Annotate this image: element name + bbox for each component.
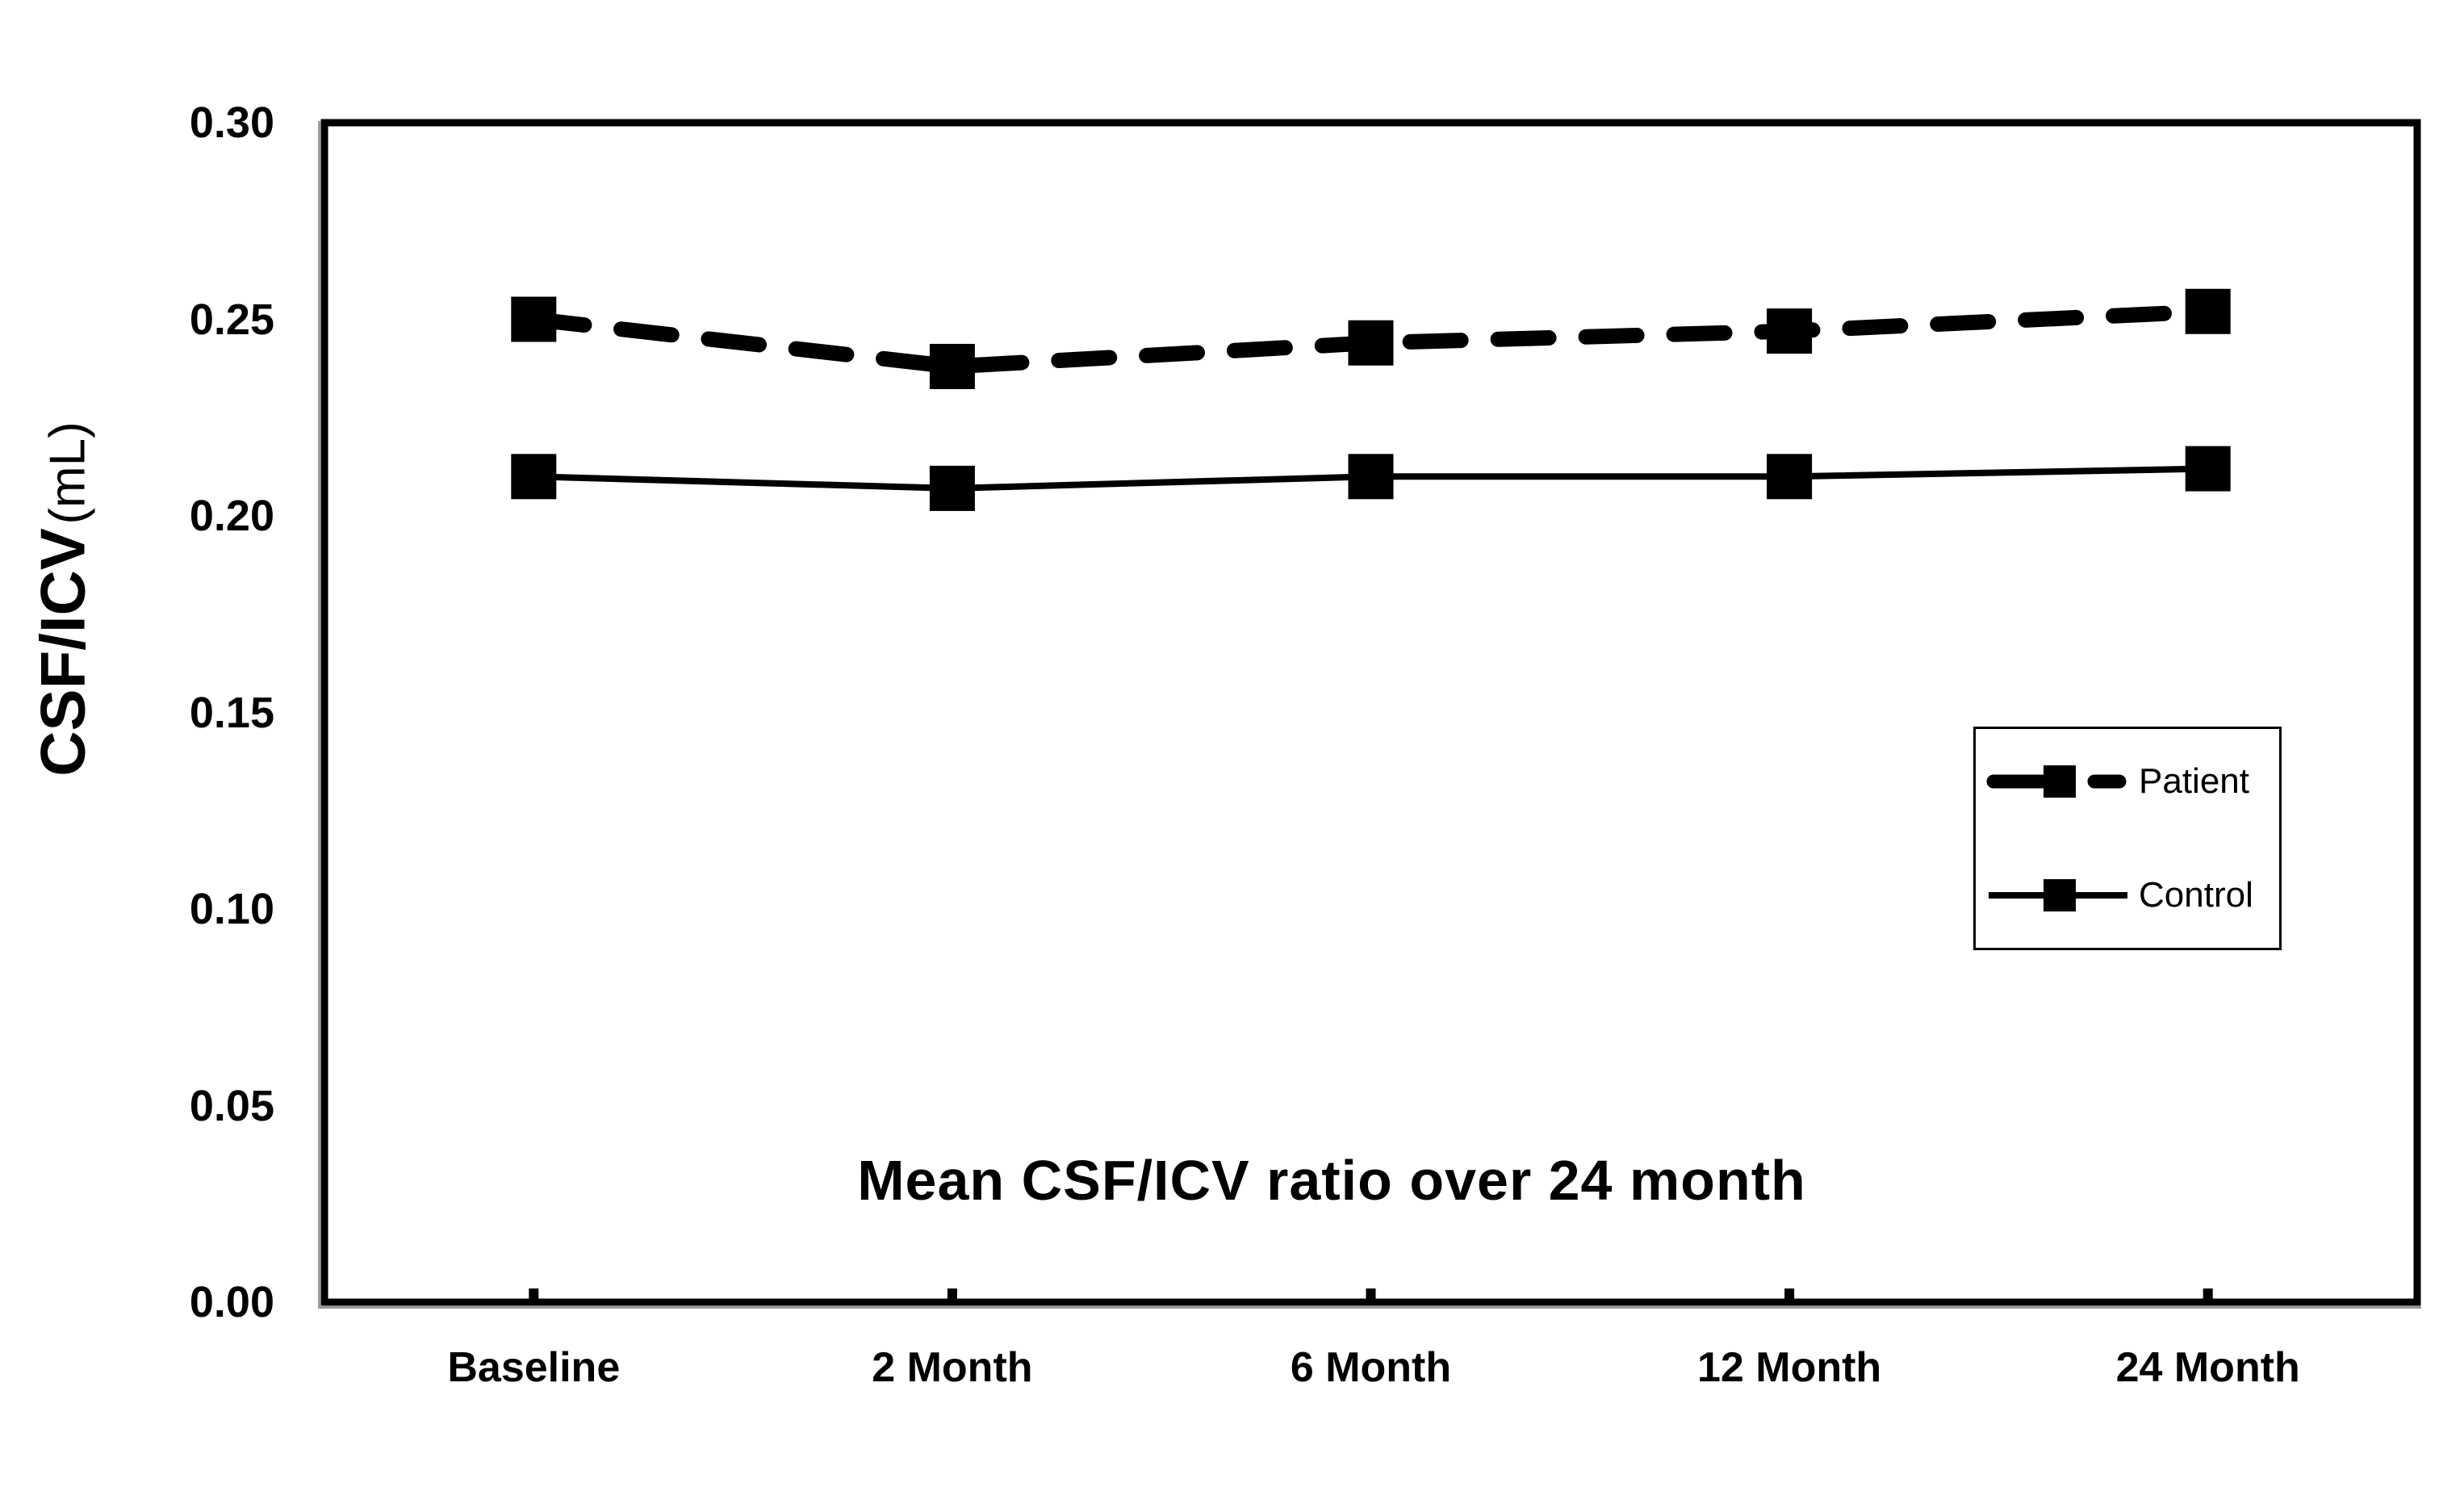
- data-point-patient-3: [1767, 308, 1813, 354]
- legend-item-control: Control: [1985, 875, 2274, 915]
- x-axis-tick-mark: [2203, 1288, 2213, 1301]
- legend-marker-control: [2044, 879, 2076, 911]
- data-point-control-4: [2185, 446, 2231, 492]
- data-point-control-2: [1348, 454, 1394, 500]
- x-tick-label: 6 Month: [1290, 1344, 1452, 1391]
- x-axis-tick-mark: [529, 1288, 539, 1301]
- data-point-patient-2: [1348, 320, 1394, 366]
- chart-title: Mean CSF/ICV ratio over 24 month: [857, 1149, 1806, 1212]
- legend: Patient Control: [1973, 727, 2282, 950]
- data-point-control-3: [1767, 454, 1813, 500]
- y-tick-label: 0.15: [189, 688, 274, 737]
- data-point-patient-1: [929, 343, 975, 389]
- legend-item-patient: Patient: [1985, 761, 2274, 801]
- x-axis-tick-mark: [947, 1288, 957, 1301]
- y-tick-label: 0.30: [189, 98, 274, 147]
- y-axis-title: CSF/ICV (mL): [27, 421, 100, 777]
- y-axis-title-text: CSF/ICV: [27, 528, 98, 777]
- x-axis-tick-mark: [1366, 1288, 1376, 1301]
- y-tick-label: 0.20: [189, 492, 274, 540]
- data-point-control-0: [511, 454, 557, 500]
- data-point-control-1: [929, 465, 975, 511]
- data-point-patient-4: [2185, 288, 2231, 334]
- legend-line-sample-patient: [1986, 765, 2127, 798]
- x-axis-tick-mark: [1784, 1288, 1795, 1301]
- y-tick-label: 0.05: [189, 1081, 274, 1130]
- legend-line-sample-control: [1989, 879, 2127, 911]
- plot-frame: [320, 119, 2421, 1306]
- x-tick-label: 12 Month: [1696, 1344, 1882, 1391]
- x-tick-label: Baseline: [447, 1344, 621, 1391]
- y-tick-label: 0.10: [189, 885, 274, 933]
- y-axis-unit: (mL): [40, 421, 96, 525]
- data-point-patient-0: [511, 296, 557, 342]
- x-tick-label: 24 Month: [2115, 1344, 2300, 1391]
- legend-marker-patient: [2044, 765, 2076, 798]
- y-tick-label: 0.00: [189, 1278, 274, 1326]
- x-tick-label: 2 Month: [872, 1344, 1033, 1391]
- y-tick-label: 0.25: [189, 295, 274, 344]
- legend-label: Patient: [2139, 761, 2249, 801]
- legend-label: Control: [2139, 875, 2253, 915]
